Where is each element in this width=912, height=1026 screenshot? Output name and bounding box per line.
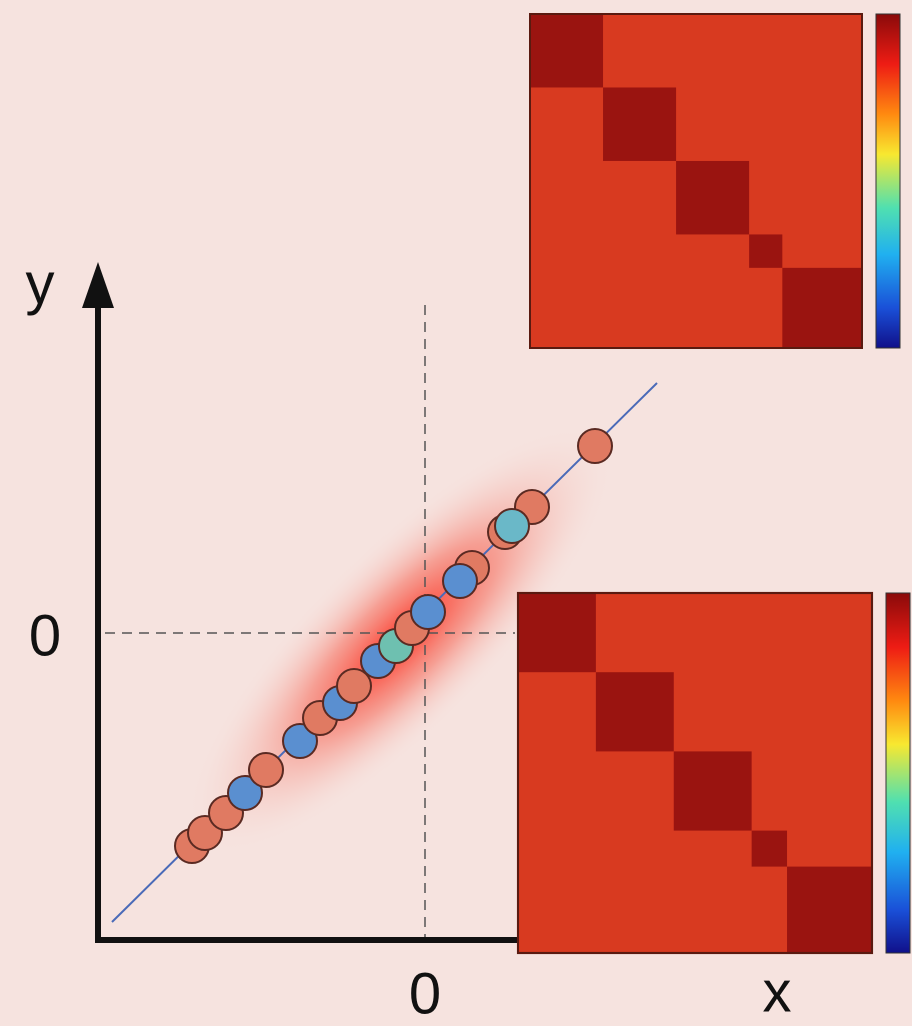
point [443, 564, 477, 598]
x-axis-label: x [763, 959, 792, 1024]
point [495, 509, 529, 543]
colorbar [876, 14, 900, 348]
correlation-matrix [518, 593, 872, 953]
page: y 0 0 x (() => { const data = JSON.parse… [0, 0, 912, 1026]
x-origin-label: 0 [409, 961, 441, 1026]
figure: y 0 0 x [0, 0, 912, 1026]
point [411, 595, 445, 629]
y-axis-arrow [82, 262, 114, 308]
point [578, 429, 612, 463]
correlation-matrix [530, 14, 862, 348]
y-origin-label: 0 [29, 603, 61, 668]
point [249, 753, 283, 787]
y-axis-label: y [26, 251, 55, 316]
colorbar [886, 593, 910, 953]
